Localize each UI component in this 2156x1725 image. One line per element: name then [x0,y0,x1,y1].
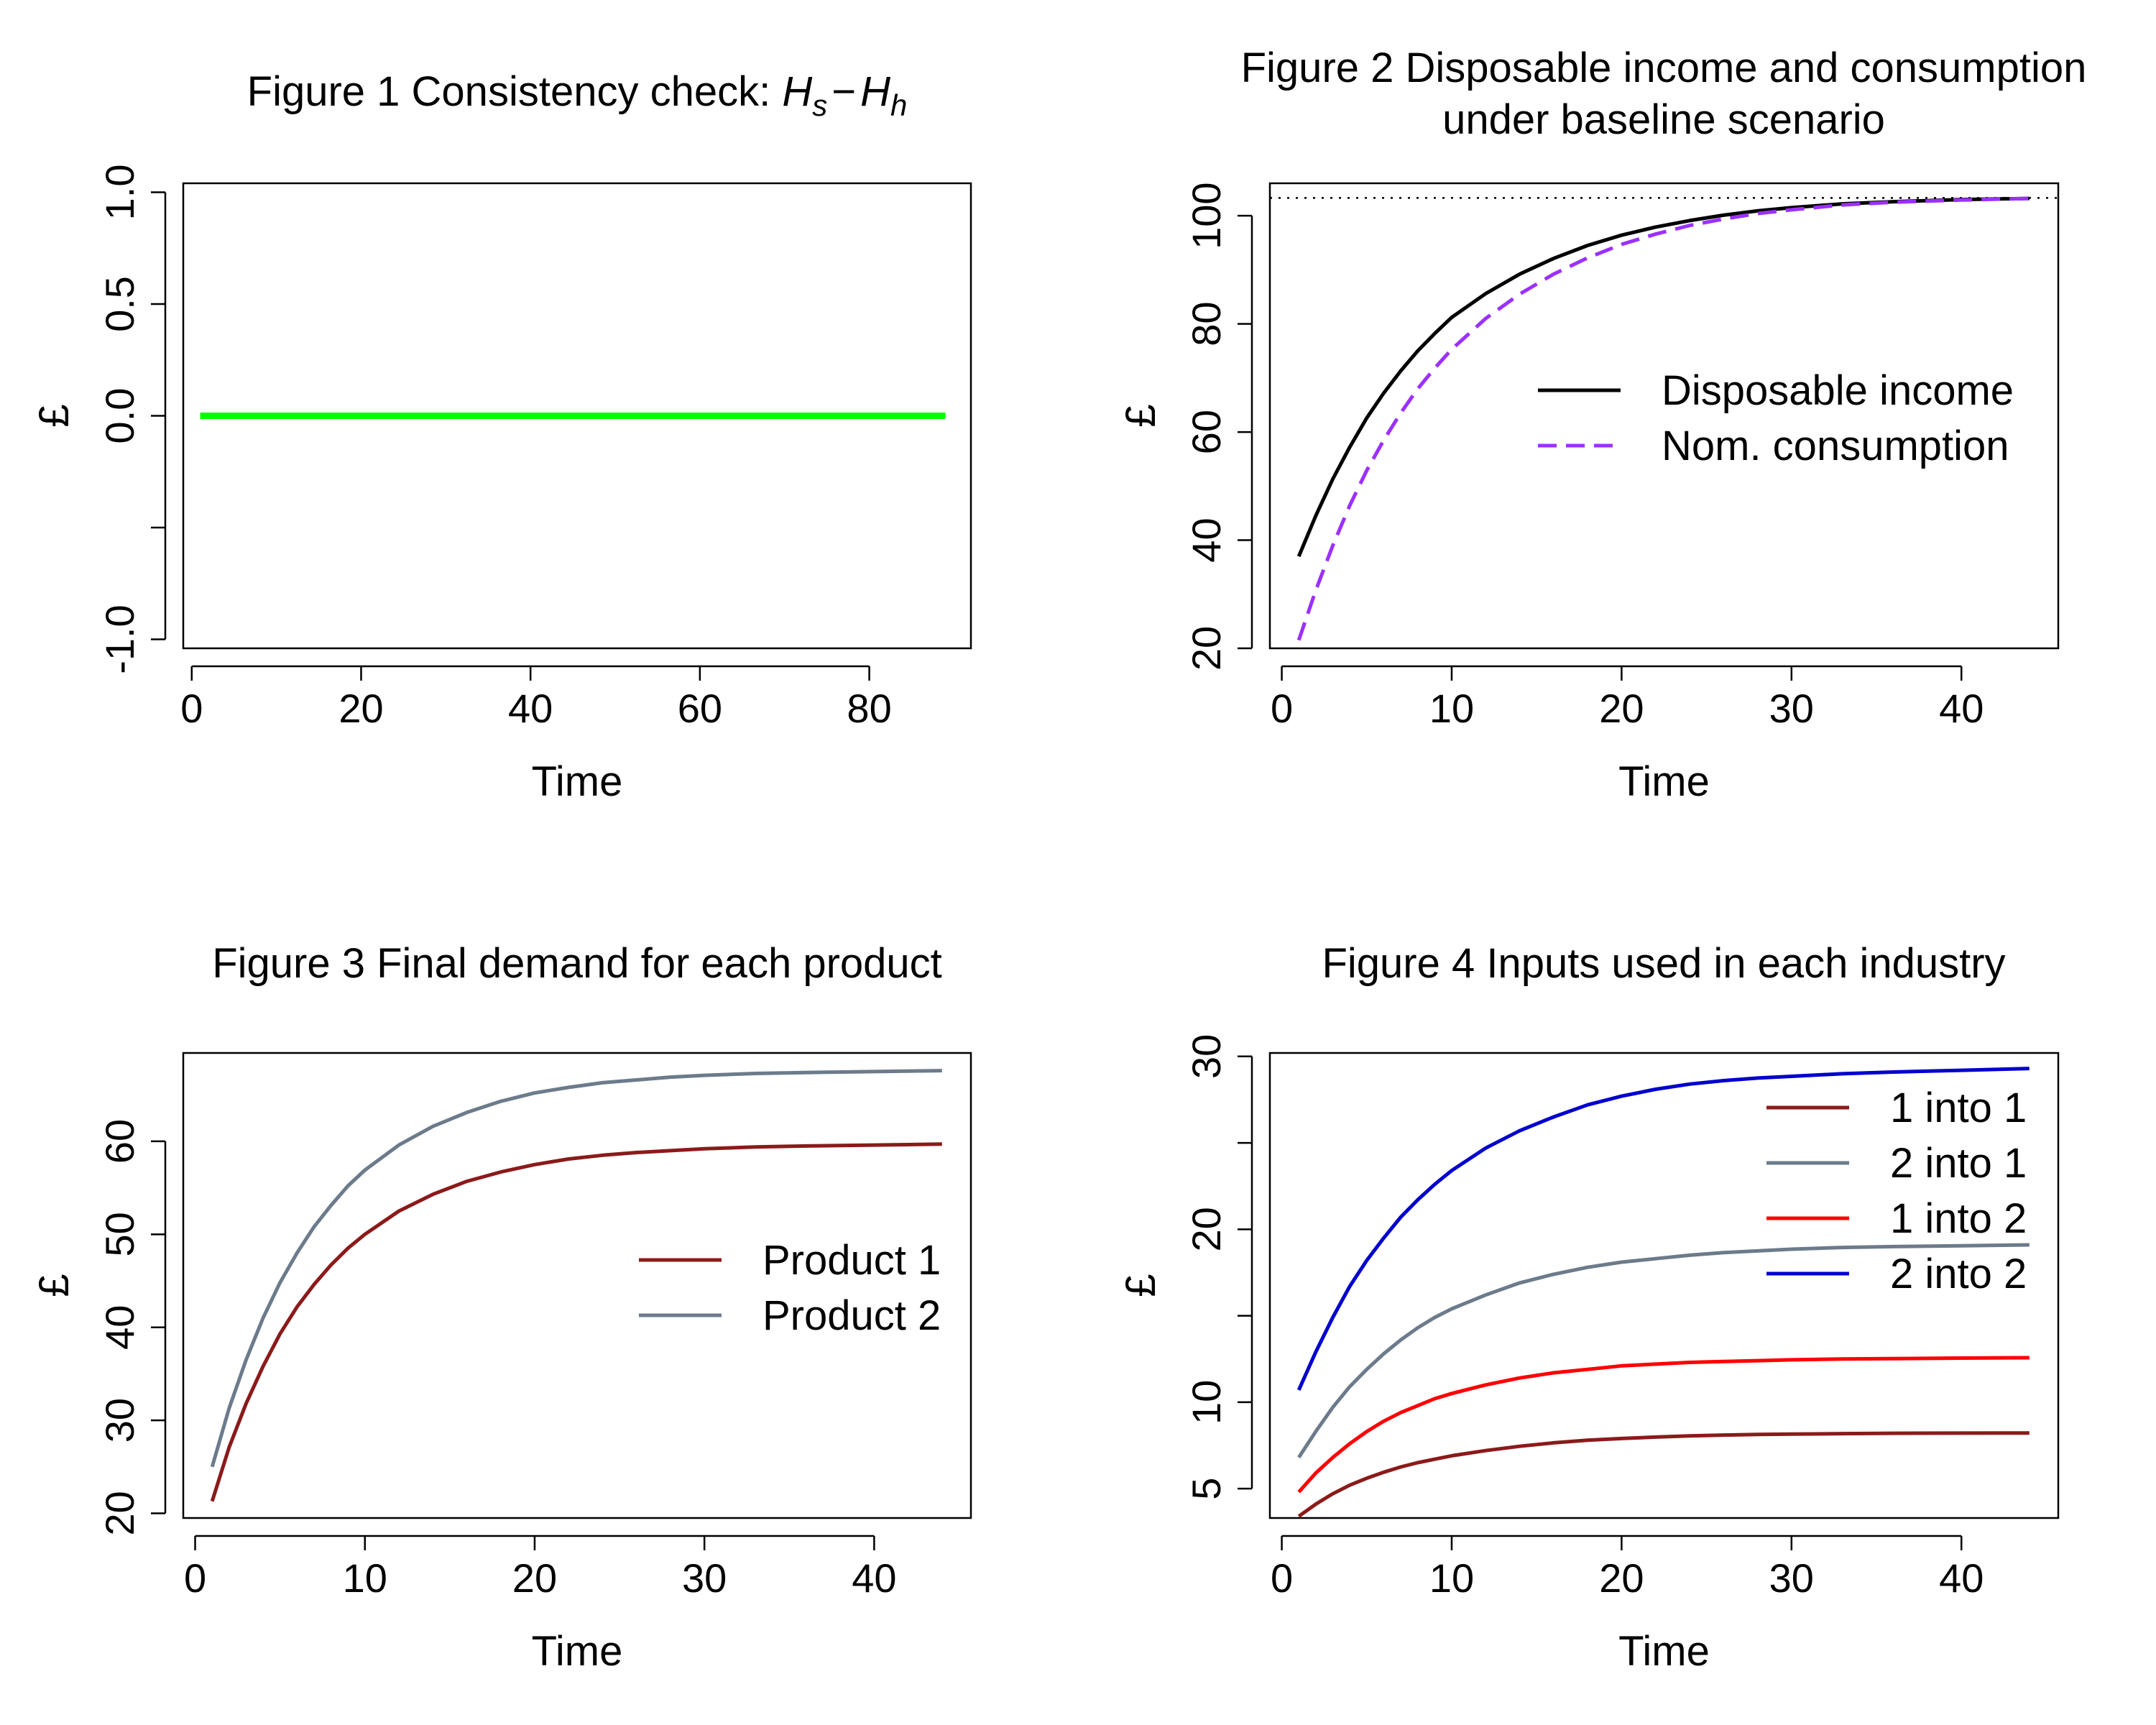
y-tick-label: 0.0 [97,388,142,444]
legend-label: 1 into 1 [1890,1085,2027,1131]
x-tick-label: 40 [852,1555,896,1601]
y-tick-label: 10 [1184,1380,1229,1425]
series-line-2 [210,1069,942,1468]
x-tick-label: 40 [1939,1555,1984,1601]
chart-title: Figure 3 Final demand for each product [212,940,942,987]
x-tick-label: 0 [1271,1555,1293,1601]
x-axis-label: Time [1618,1628,1710,1675]
x-tick-label: 40 [508,686,553,731]
x-tick-label: 30 [1769,686,1814,731]
legend: 1 into 1 2 into 1 1 into 2 2 into 2 [1766,1085,2027,1297]
y-tick-label: 80 [1184,301,1229,346]
legend: Disposable income Nom. consumption [1538,367,2014,469]
x-tick-label: 60 [678,686,722,731]
x-axis-label: Time [532,1628,623,1675]
plot-frame [182,182,972,650]
x-tick-label: 10 [1429,686,1474,731]
plot-frame [182,1052,972,1519]
x-axis-label: Time [532,758,623,805]
legend-label: 1 into 2 [1890,1195,2027,1242]
chart-title: Figure 1 Consistency check: Hs − Hh [247,68,908,122]
y-tick-label: 20 [1184,1207,1229,1251]
y-tick-label: 60 [1184,410,1229,454]
chart-title-line: Figure 2 Disposable income and consumpti… [1241,45,2087,91]
x-tick-label: 30 [682,1555,727,1601]
series-line-4 [1296,1067,2030,1392]
series-line-2 [1296,196,2030,641]
y-tick-label: 20 [1184,626,1229,671]
legend-label: 2 into 1 [1890,1140,2027,1187]
x-tick-label: 40 [1939,686,1984,731]
series-line-1 [1296,196,2030,558]
plot-frame [1268,1052,2060,1519]
series-line-1 [1297,1431,2030,1518]
x-axis-label: Time [1618,758,1710,805]
y-tick-label: 60 [97,1119,142,1164]
x-tick-label: 0 [180,686,203,731]
legend-label: Product 2 [763,1292,941,1339]
x-tick-label: 30 [1769,1555,1814,1601]
x-tick-label: 0 [1271,686,1293,731]
x-tick-label: 20 [1599,1555,1644,1601]
legend-label: Product 1 [763,1237,941,1284]
y-tick-label: 5 [1184,1478,1229,1500]
y-tick-label: 20 [97,1491,142,1535]
y-axis-label: £ [31,404,78,427]
x-tick-label: 10 [343,1555,387,1601]
chart-title-line: under baseline scenario [1442,96,1885,143]
x-tick-label: 20 [1599,686,1644,731]
legend-label: Nom. consumption [1662,423,2009,469]
series-line-2 [1297,1243,2030,1459]
x-tick-label: 80 [847,686,891,731]
y-axis-label: £ [31,1274,78,1297]
y-axis-label: £ [1118,404,1164,427]
chart-fig3: Figure 3 Final demand for each product 0 1… [31,940,972,1675]
y-tick-label: 40 [1184,518,1229,562]
chart-fig4: Figure 4 Inputs used in each industry 0 10… [1118,940,2060,1675]
series-line-1 [210,1142,942,1502]
y-tick-label: 0.5 [97,276,142,332]
y-tick-label: -1.0 [97,604,142,674]
plot-frame [1268,182,2060,650]
y-tick-label: 1.0 [97,165,142,221]
chart-title: Figure 4 Inputs used in each industry [1322,940,2005,987]
legend: Product 1 Product 2 [639,1237,941,1339]
chart-fig2: Figure 2 Disposable income and consumpti… [1118,45,2086,805]
x-tick-label: 20 [512,1555,557,1601]
y-tick-label: 40 [97,1305,142,1350]
legend-label: Disposable income [1662,367,2014,414]
chart-fig1: Figure 1 Consistency check: Hs − Hh 0 20 40 60… [31,68,972,805]
x-tick-label: 10 [1429,1555,1474,1601]
y-tick-label: 30 [97,1398,142,1443]
y-axis-label: £ [1118,1274,1164,1297]
x-tick-label: 20 [338,686,383,731]
y-tick-label: 30 [1184,1034,1229,1079]
y-tick-label: 50 [97,1212,142,1256]
legend-label: 2 into 2 [1890,1251,2027,1297]
series-line-3 [1297,1356,2030,1494]
y-tick-label: 100 [1184,182,1229,249]
x-tick-label: 0 [184,1555,206,1601]
